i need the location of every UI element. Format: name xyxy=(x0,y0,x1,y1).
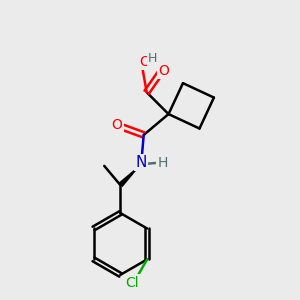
Text: O: O xyxy=(158,64,169,78)
Text: O: O xyxy=(112,118,123,132)
Text: Cl: Cl xyxy=(125,276,139,289)
Text: H: H xyxy=(148,52,158,64)
Text: N: N xyxy=(136,155,147,170)
Text: H: H xyxy=(158,156,168,170)
Polygon shape xyxy=(118,164,141,187)
Text: O: O xyxy=(140,55,150,69)
